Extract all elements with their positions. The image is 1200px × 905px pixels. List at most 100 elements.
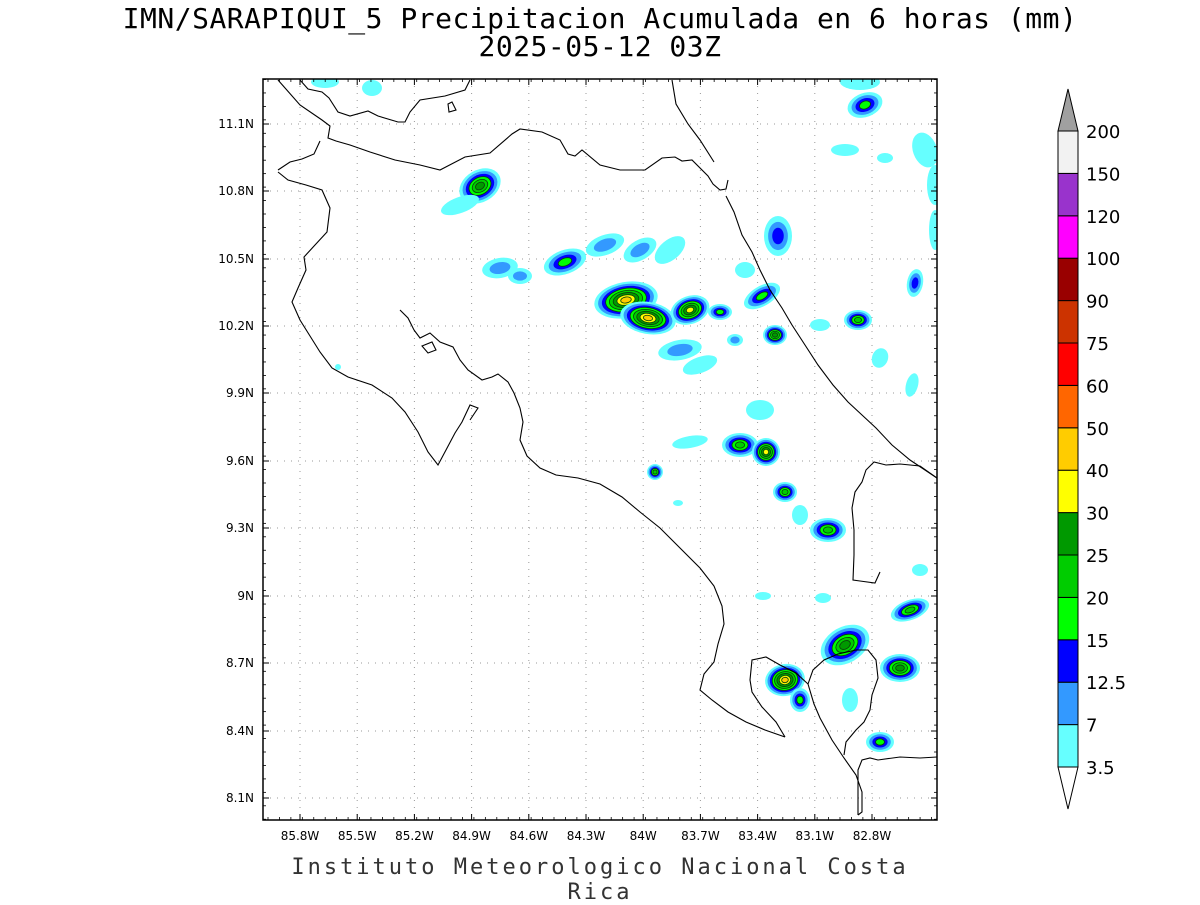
precipitation-cell [508, 268, 532, 284]
precipitation-cell [585, 233, 625, 257]
precipitation-cell [673, 500, 683, 506]
lake-nicaragua-shore [299, 79, 471, 123]
colorbar-swatch [1057, 427, 1079, 471]
x-tick-label: 84.6W [510, 829, 549, 843]
precip-contour [912, 132, 937, 168]
x-tick-label: 83.1W [796, 829, 835, 843]
precipitation-cell [746, 400, 774, 420]
axis-ticks [263, 79, 937, 820]
precipitation-cell [842, 688, 858, 712]
precipitation-cell [866, 732, 894, 752]
colorbar-swatch [1057, 342, 1079, 386]
colorbar-swatch [1057, 469, 1079, 514]
x-tick-label: 83.4W [738, 829, 777, 843]
precip-contour [877, 153, 893, 163]
precip-contour [593, 238, 617, 252]
precip-contour [475, 181, 485, 191]
y-tick-label: 10.2N [218, 319, 254, 333]
precip-contour [642, 314, 654, 322]
colorbar-top-arrow [1057, 88, 1079, 132]
precipitation-cell [764, 216, 792, 256]
pacific-coast-nicoya [277, 171, 479, 467]
precip-contour [682, 355, 718, 375]
precip-contour [871, 348, 889, 368]
precip-contour [730, 336, 740, 344]
precipitation-cell [905, 373, 919, 397]
y-tick-label: 8.7N [226, 656, 254, 670]
precipitation-cell [752, 438, 780, 466]
precip-contour [672, 435, 708, 449]
precip-contour [781, 676, 789, 684]
precipitation-field [311, 79, 937, 752]
precip-contour [792, 505, 808, 525]
colorbar-label: 12.5 [1086, 673, 1126, 694]
precipitation-cell [722, 433, 758, 457]
precipitation-cell [871, 348, 889, 368]
precipitation-cell [658, 339, 702, 361]
x-tick-label: 84.3W [567, 829, 606, 843]
precipitation-cell [810, 518, 846, 542]
gulf-of-nicoya [399, 309, 786, 738]
precip-contour [620, 296, 632, 304]
precipitation-cell [831, 144, 859, 156]
precipitation-cell [755, 592, 771, 600]
precipitation-cell [847, 92, 883, 118]
precip-contour [441, 194, 479, 216]
precip-contour [685, 306, 695, 314]
precipitation-cell [708, 304, 732, 320]
nicaragua-costa-rica-border [277, 79, 729, 191]
precip-contour [311, 79, 339, 88]
precipitation-cell [335, 364, 341, 370]
precip-contour [772, 227, 784, 245]
precip-contour [489, 261, 511, 275]
colorbar-label: 50 [1086, 419, 1109, 440]
colorbar-swatch [1057, 130, 1079, 174]
x-tick-label: 83.7W [681, 829, 720, 843]
precipitation-cell [820, 624, 870, 666]
precipitation-cell [311, 79, 339, 88]
precipitation-cell [672, 435, 708, 449]
precipitation-cell [543, 248, 587, 276]
colorbar-label: 75 [1086, 334, 1109, 355]
precipitation-cell [810, 319, 830, 331]
precip-contour [630, 242, 650, 258]
precip-contour [859, 100, 871, 110]
colorbar-swatch [1057, 724, 1079, 768]
precip-contour [839, 640, 851, 650]
colorbar-label: 15 [1086, 631, 1109, 652]
map-frame [262, 78, 938, 821]
x-tick-label: 84.9W [452, 829, 491, 843]
precip-contour [557, 257, 573, 267]
precip-contour [840, 79, 880, 90]
colorbar-label: 60 [1086, 376, 1109, 397]
precip-contour [362, 80, 382, 96]
precip-contour [715, 309, 725, 315]
colorbar-swatch [1057, 300, 1079, 344]
y-tick-label: 10.8N [218, 184, 254, 198]
colorbar-label: 30 [1086, 504, 1109, 525]
panama-north-border [851, 461, 937, 584]
precipitation-cell [727, 334, 743, 346]
precipitation-cell [912, 132, 937, 168]
caribbean-coast [725, 195, 937, 479]
precip-contour [822, 526, 834, 534]
y-tick-label: 9.9N [226, 386, 254, 400]
precipitation-cell [792, 505, 808, 525]
precipitation-cell [763, 325, 787, 345]
colorbar-label: 90 [1086, 292, 1109, 313]
precipitation-cell [620, 301, 676, 335]
y-tick-label: 9.6N [226, 454, 254, 468]
precipitation-cell [743, 282, 781, 310]
colorbar: 3.5 7 12.5 15 20 25 30 40 50 60 75 90 100 120 150 200 [1057, 88, 1126, 810]
colorbar-swatch [1057, 639, 1079, 683]
colorbar-label: 20 [1086, 588, 1109, 609]
golfo-dulce [807, 649, 879, 756]
precip-contour [734, 441, 746, 449]
precip-contour [810, 319, 830, 331]
precip-contour [895, 664, 905, 672]
x-tick-label: 85.8W [281, 829, 320, 843]
colorbar-swatch [1057, 512, 1079, 556]
colorbar-label: 150 [1086, 164, 1120, 185]
colorbar-label: 3.5 [1086, 758, 1115, 779]
